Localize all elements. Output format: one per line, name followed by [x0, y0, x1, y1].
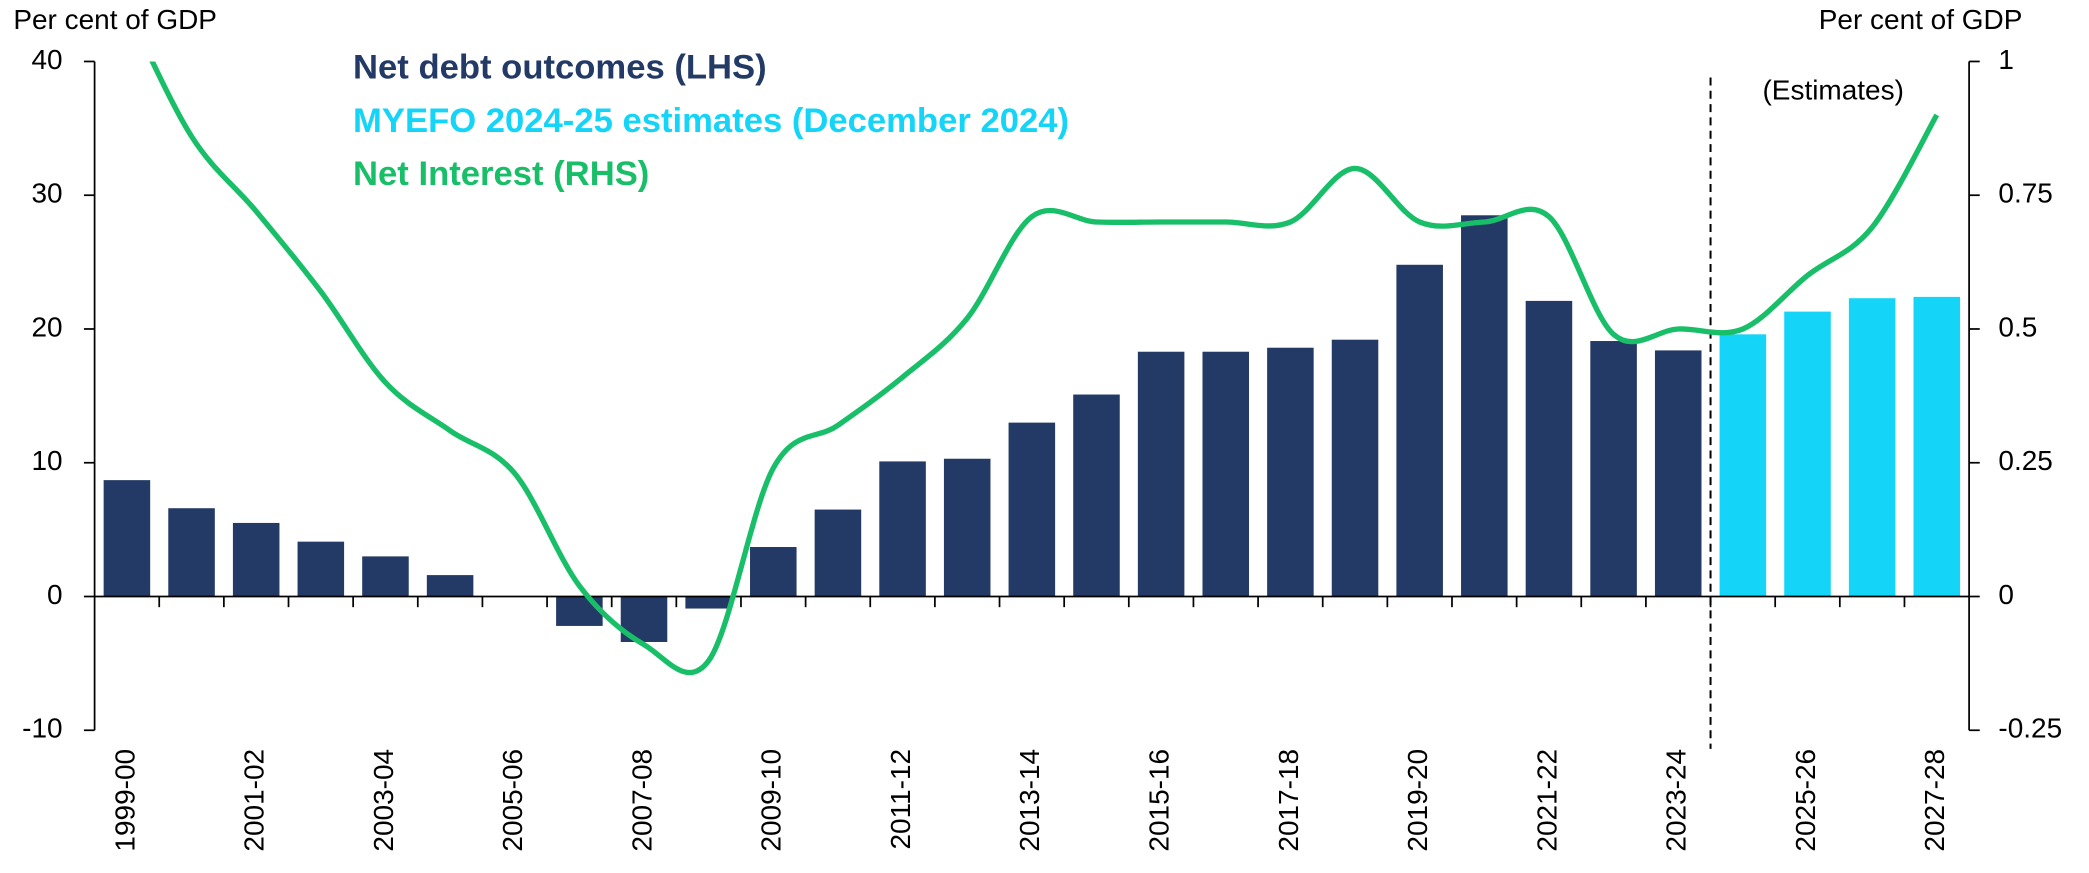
- y-tick-label: 10: [31, 445, 62, 476]
- legend-entry: Net debt outcomes (LHS): [353, 49, 767, 87]
- bar: [685, 596, 732, 609]
- x-tick-label: 2021-22: [1531, 749, 1562, 852]
- bar: [1137, 351, 1185, 597]
- legend-entry: Net Interest (RHS): [353, 155, 649, 193]
- bar: [1331, 339, 1379, 597]
- bar: [1008, 422, 1056, 597]
- x-tick-label: 2019-20: [1402, 749, 1433, 852]
- x-tick-label: 2009-10: [756, 749, 787, 852]
- x-tick-label: 2027-28: [1919, 749, 1950, 852]
- bar: [814, 509, 862, 597]
- bar: [168, 508, 215, 597]
- bar: [1913, 296, 1961, 597]
- line: [149, 61, 1940, 676]
- bar: [426, 575, 474, 597]
- x-tick-label: 2005-06: [497, 749, 528, 852]
- bar: [1848, 298, 1896, 597]
- bar: [879, 461, 926, 597]
- bar: [1267, 347, 1314, 597]
- x-tick-label: 2013-14: [1014, 749, 1045, 852]
- bar: [103, 480, 151, 597]
- x-tick-label: 2025-26: [1790, 749, 1821, 852]
- y2-tick-label: 1: [1998, 44, 2014, 75]
- x-tick-label: 2003-04: [368, 749, 399, 852]
- bar: [297, 541, 345, 597]
- y2-axis-label: Per cent of GDP: [1819, 4, 2023, 35]
- bar: [556, 596, 603, 626]
- x-tick-label: 2011-12: [885, 749, 916, 850]
- x-tick-label: 2023-24: [1661, 749, 1692, 852]
- y2-tick-label: 0.75: [1998, 178, 2052, 209]
- x-tick-label: 1999-00: [109, 749, 140, 852]
- x-tick-label: 2007-08: [626, 749, 657, 852]
- line-group: [149, 61, 1940, 676]
- bar: [1784, 311, 1831, 597]
- y2-tick-label: -0.25: [1998, 713, 2062, 744]
- bar: [1202, 351, 1250, 597]
- bar: [1396, 264, 1443, 597]
- y2-tick-label: 0.5: [1998, 311, 2037, 342]
- y-tick-label: -10: [22, 713, 62, 744]
- y-axis-label: Per cent of GDP: [13, 4, 217, 35]
- y-tick-label: 40: [31, 44, 62, 75]
- bar: [1525, 300, 1573, 597]
- bar: [1461, 215, 1508, 597]
- y-tick-label: 30: [31, 178, 62, 209]
- x-tick-label: 2015-16: [1144, 749, 1175, 852]
- annotation: (Estimates): [1762, 74, 1903, 105]
- y-tick-label: 20: [31, 311, 62, 342]
- bar: [943, 458, 991, 597]
- x-tick-label: 2001-02: [239, 749, 270, 852]
- y2-tick-label: 0.25: [1998, 445, 2052, 476]
- bar: [1073, 394, 1120, 597]
- bar: [1590, 341, 1637, 597]
- bar: [362, 556, 409, 597]
- bar: [232, 522, 280, 597]
- y-tick-label: 0: [47, 579, 63, 610]
- legend-entry: MYEFO 2024-25 estimates (December 2024): [353, 102, 1069, 140]
- bar: [1654, 350, 1702, 597]
- bar: [1719, 334, 1767, 597]
- y2-tick-label: 0: [1998, 579, 2014, 610]
- x-tick-label: 2017-18: [1273, 749, 1304, 852]
- bar: [750, 547, 797, 597]
